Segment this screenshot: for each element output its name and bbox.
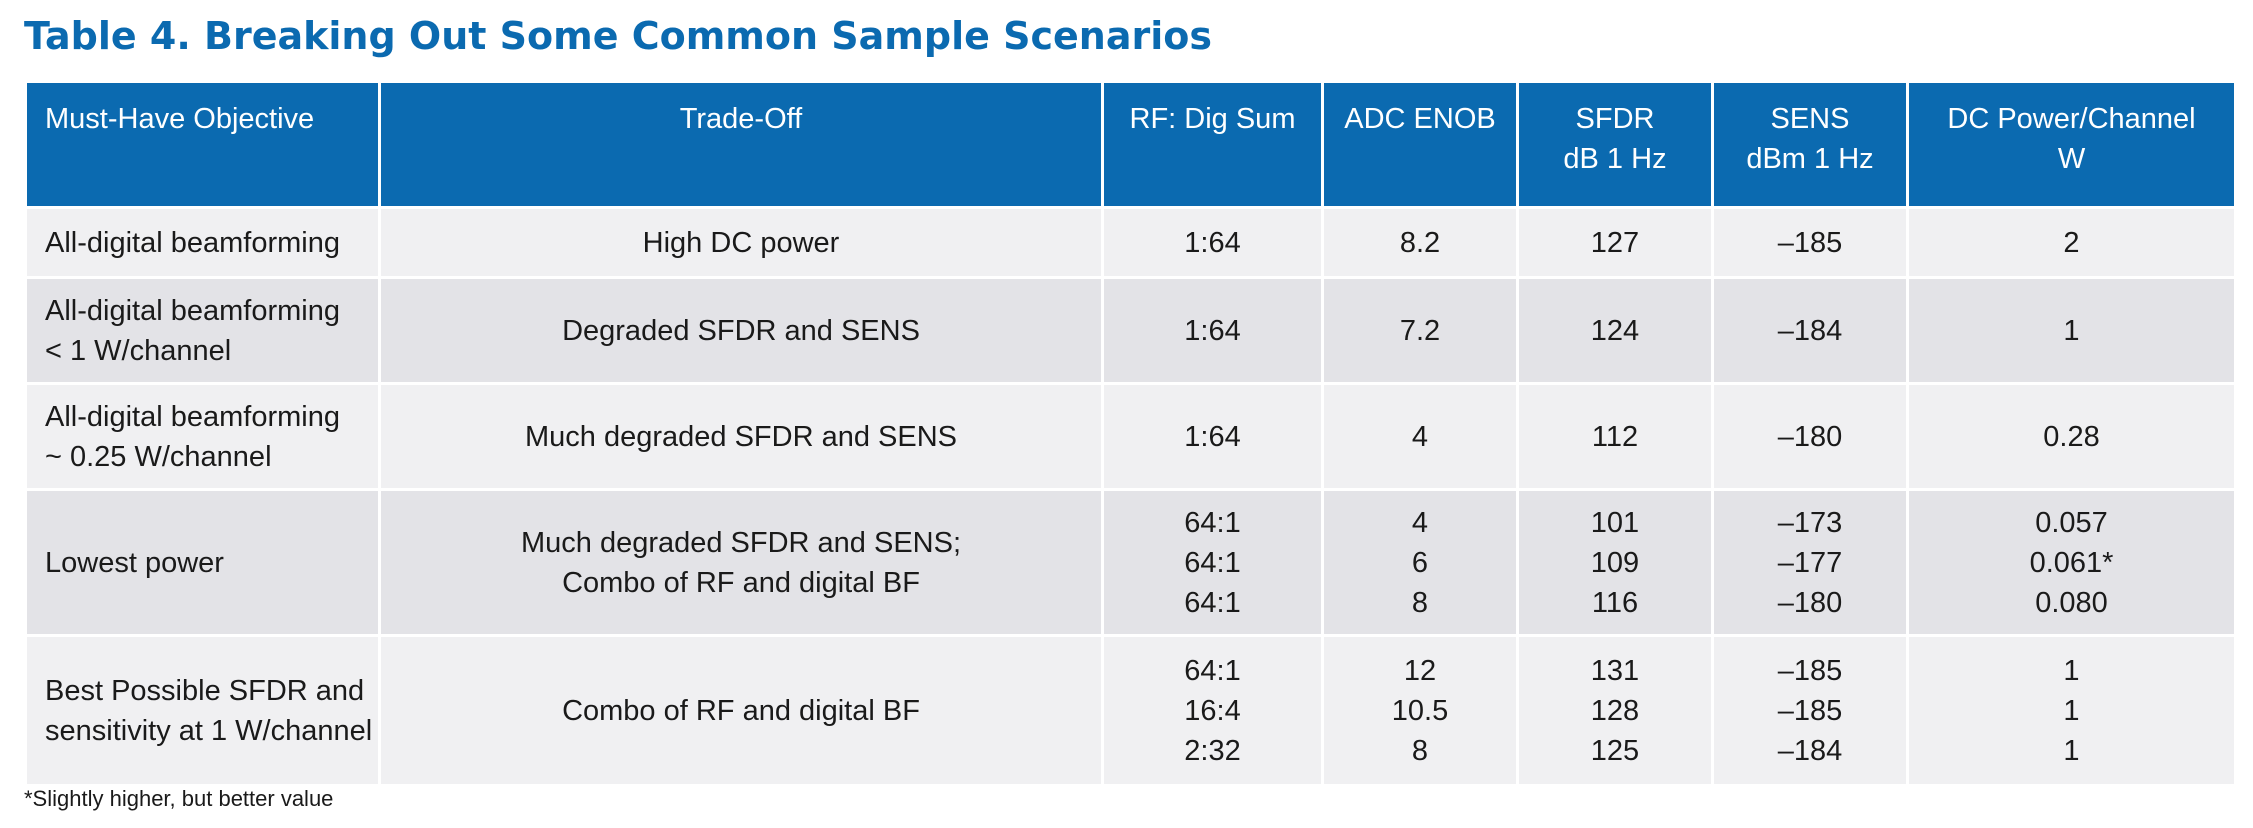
cell-objective: All-digital beamforming ~ 0.25 W/channel	[24, 382, 381, 491]
header-row: Must-Have Objective Trade-Off RF: Dig Su…	[24, 80, 2237, 209]
column-header-dc-power: DC Power/Channel W	[1906, 80, 2237, 209]
cell-adc-enob: 4	[1321, 382, 1519, 491]
cell-sfdr: 112	[1516, 382, 1714, 491]
cell-adc-enob: 7.2	[1321, 276, 1519, 385]
cell-tradeoff: Much degraded SFDR and SENS	[378, 382, 1104, 491]
cell-objective: Best Possible SFDR and sensitivity at 1 …	[24, 634, 381, 787]
cell-sfdr: 127	[1516, 206, 1714, 279]
column-header-sens: SENS dBm 1 Hz	[1711, 80, 1909, 209]
cell-dc-power: 0.28	[1906, 382, 2237, 491]
cell-rf-dig-sum: 64:1 64:1 64:1	[1101, 488, 1324, 637]
cell-sfdr: 101 109 116	[1516, 488, 1714, 637]
cell-sens: –185	[1711, 206, 1909, 279]
cell-dc-power: 0.057 0.061* 0.080	[1906, 488, 2237, 637]
cell-tradeoff: Much degraded SFDR and SENS; Combo of RF…	[378, 488, 1104, 637]
cell-objective: Lowest power	[24, 488, 381, 637]
footnote: *Slightly higher, but better value	[24, 786, 334, 811]
cell-sens: –184	[1711, 276, 1909, 385]
cell-rf-dig-sum: 1:64	[1101, 382, 1324, 491]
cell-tradeoff: High DC power	[378, 206, 1104, 279]
table-row: All-digital beamforming < 1 W/channel De…	[24, 276, 2237, 385]
cell-sens: –173 –177 –180	[1711, 488, 1909, 637]
cell-rf-dig-sum: 64:1 16:4 2:32	[1101, 634, 1324, 787]
cell-objective: All-digital beamforming < 1 W/channel	[24, 276, 381, 385]
table-row: Best Possible SFDR and sensitivity at 1 …	[24, 634, 2237, 787]
table-row: All-digital beamforming High DC power 1:…	[24, 206, 2237, 279]
cell-dc-power: 2	[1906, 206, 2237, 279]
cell-rf-dig-sum: 1:64	[1101, 206, 1324, 279]
cell-sens: –185 –185 –184	[1711, 634, 1909, 787]
cell-objective: All-digital beamforming	[24, 206, 381, 279]
cell-rf-dig-sum: 1:64	[1101, 276, 1324, 385]
column-header-objective: Must-Have Objective	[24, 80, 381, 209]
cell-sfdr: 131 128 125	[1516, 634, 1714, 787]
cell-sens: –180	[1711, 382, 1909, 491]
cell-adc-enob: 4 6 8	[1321, 488, 1519, 637]
table-row: All-digital beamforming ~ 0.25 W/channel…	[24, 382, 2237, 491]
scenarios-table: Must-Have Objective Trade-Off RF: Dig Su…	[24, 80, 2237, 787]
cell-tradeoff: Degraded SFDR and SENS	[378, 276, 1104, 385]
column-header-rf-dig-sum: RF: Dig Sum	[1101, 80, 1324, 209]
cell-adc-enob: 12 10.5 8	[1321, 634, 1519, 787]
table-row: Lowest power Much degraded SFDR and SENS…	[24, 488, 2237, 637]
column-header-adc-enob: ADC ENOB	[1321, 80, 1519, 209]
cell-tradeoff: Combo of RF and digital BF	[378, 634, 1104, 787]
table-title: Table 4. Breaking Out Some Common Sample…	[24, 14, 1212, 58]
column-header-sfdr: SFDR dB 1 Hz	[1516, 80, 1714, 209]
cell-sfdr: 124	[1516, 276, 1714, 385]
cell-dc-power: 1	[1906, 276, 2237, 385]
cell-dc-power: 1 1 1	[1906, 634, 2237, 787]
cell-adc-enob: 8.2	[1321, 206, 1519, 279]
column-header-tradeoff: Trade-Off	[378, 80, 1104, 209]
